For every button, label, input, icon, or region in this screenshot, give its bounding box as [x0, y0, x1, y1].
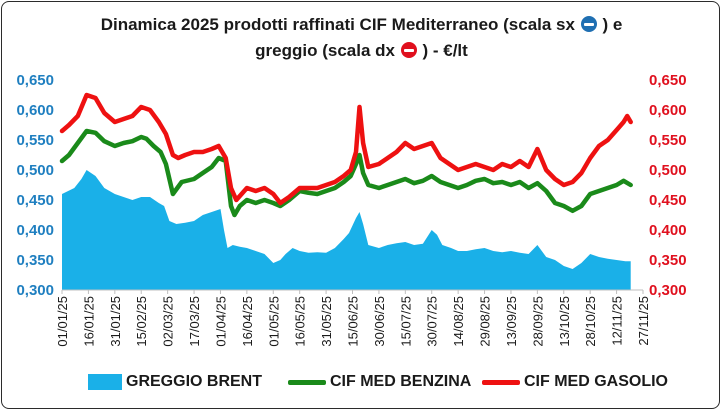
y-left-tick-label: 0,400 [16, 222, 54, 239]
series-area-brent [62, 170, 631, 290]
x-tick-label: 15/02/25 [134, 296, 149, 347]
legend-label-brent: GREGGIO BRENT [126, 373, 263, 390]
red-circle-minus-icon [400, 42, 417, 58]
x-tick-label: 13/09/25 [504, 296, 519, 347]
x-tick-label: 15/06/25 [346, 296, 361, 347]
legend-swatch-benzina [288, 379, 326, 385]
legend-swatch-brent [88, 374, 122, 390]
x-tick-label: 12/11/25 [610, 296, 625, 346]
title-line-1-end: ) e [602, 15, 623, 34]
x-tick-label: 13/10/25 [557, 296, 572, 347]
x-tick-label: 31/01/25 [108, 296, 123, 347]
legend-swatch-gasolio [482, 379, 520, 385]
x-tick-label: 27/11/25 [636, 296, 651, 346]
y-right-tick-label: 0,600 [649, 102, 687, 119]
x-tick-label: 01/05/25 [266, 296, 281, 347]
y-right-tick-label: 0,550 [649, 132, 687, 149]
x-tick-label: 31/05/25 [319, 296, 334, 347]
x-tick-label: 30/07/25 [425, 296, 440, 347]
title-line-2-end: ) - €/lt [422, 41, 468, 60]
x-tick-label: 17/03/25 [187, 296, 202, 347]
title-line-2-text: greggio (scala dx [255, 41, 395, 60]
legend-label-gasolio: CIF MED GASOLIO [524, 373, 668, 390]
y-left-tick-label: 0,300 [16, 282, 54, 299]
refined-lines-layer [59, 92, 633, 218]
x-tick-label: 16/01/25 [81, 296, 96, 347]
series-line-benzina [59, 128, 633, 218]
y-left-tick-label: 0,600 [16, 102, 54, 119]
x-tick-label: 14/08/25 [451, 296, 466, 347]
brent-area-layer [62, 170, 631, 290]
x-tick-label: 01/01/25 [55, 296, 70, 347]
y-right-tick-label: 0,300 [649, 282, 687, 299]
x-tick-label: 16/05/25 [293, 296, 308, 347]
y-left-tick-label: 0,450 [16, 192, 54, 209]
series-line-gasolio [59, 92, 633, 206]
x-tick-label: 02/03/25 [161, 296, 176, 347]
y-left-tick-label: 0,650 [16, 72, 54, 89]
y-left-tick-label: 0,350 [16, 252, 54, 269]
y-left-tick-label: 0,550 [16, 132, 54, 149]
x-tick-label: 01/04/25 [213, 296, 228, 347]
y-axis-right: 0,300 0,350 0,400 0,450 0,500 0,550 0,600 0,650 [649, 72, 687, 299]
y-axis-left: 0,300 0,350 0,400 0,450 0,500 0,550 0,600 0,650 [16, 72, 54, 299]
blue-circle-minus-icon [580, 16, 597, 32]
y-left-tick-label: 0,500 [16, 162, 54, 179]
title-line-1-text: Dinamica 2025 prodotti raffinati CIF Med… [100, 15, 575, 34]
chart-title-line-1: Dinamica 2025 prodotti raffinati CIF Med… [0, 12, 723, 38]
y-right-tick-label: 0,650 [649, 72, 687, 89]
legend-item-gasolio: CIF MED GASOLIO [482, 368, 668, 396]
chart-title-line-2: greggio (scala dx ) - €/lt [0, 38, 723, 64]
x-tick-label: 16/04/25 [240, 296, 255, 347]
legend-item-brent: GREGGIO BRENT [88, 368, 262, 396]
x-tick-label: 15/07/25 [398, 296, 413, 347]
x-tick-label: 28/09/25 [530, 296, 545, 347]
x-tick-label: 29/08/25 [478, 296, 493, 347]
legend-label-benzina: CIF MED BENZINA [330, 373, 472, 390]
legend: GREGGIO BRENT CIF MED BENZINA CIF MED GA… [0, 368, 723, 396]
y-right-tick-label: 0,450 [649, 192, 687, 209]
x-axis: 01/01/25 16/01/25 31/01/25 15/02/25 02/03/25… [55, 290, 651, 347]
legend-item-benzina: CIF MED BENZINA [288, 368, 471, 396]
x-tick-label: 30/06/25 [372, 296, 387, 347]
y-right-tick-label: 0,500 [649, 162, 687, 179]
x-tick-label: 28/10/25 [583, 296, 598, 347]
y-right-tick-label: 0,350 [649, 252, 687, 269]
y-right-tick-label: 0,400 [649, 222, 687, 239]
